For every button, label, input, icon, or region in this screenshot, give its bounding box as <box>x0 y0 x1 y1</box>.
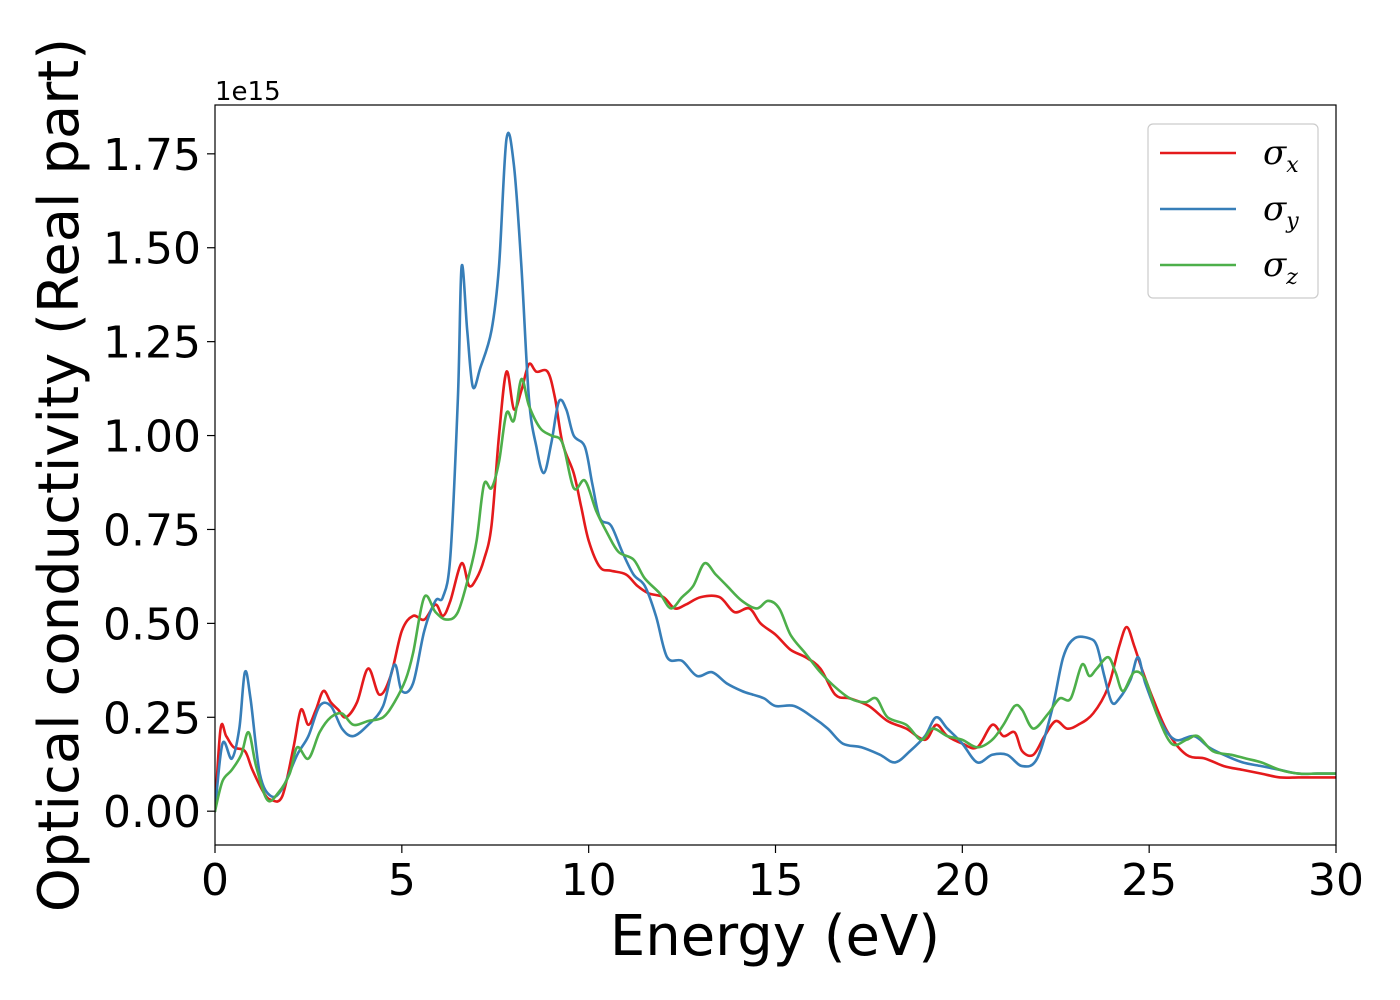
y-tick-label: 1.75 <box>103 130 201 181</box>
x-tick-label: 10 <box>561 855 617 906</box>
x-tick-label: 25 <box>1121 855 1177 906</box>
y-tick-label: 1.50 <box>103 224 201 275</box>
series-line-z <box>215 377 1336 813</box>
y-tick-label: 1.00 <box>103 412 201 463</box>
x-tick-label: 5 <box>388 855 416 906</box>
x-axis-label: Energy (eV) <box>610 904 940 969</box>
x-tick-label: 0 <box>201 855 229 906</box>
legend: σx σy σz <box>1147 123 1319 299</box>
legend-box <box>1147 123 1319 299</box>
x-tick-label: 30 <box>1308 855 1364 906</box>
y-tick-label: 0.75 <box>103 505 201 556</box>
x-tick-label: 20 <box>934 855 990 906</box>
x-tick-label: 15 <box>748 855 804 906</box>
legend-label-y: σy <box>1263 189 1299 234</box>
legend-label-z: σz <box>1263 245 1298 290</box>
series-layer <box>215 131 1336 813</box>
y-offset-label: 1e15 <box>215 77 281 107</box>
y-tick-label: 0.50 <box>103 599 201 650</box>
x-axis: 0 5 10 15 20 25 30 <box>201 845 1364 906</box>
y-axis-label: Optical conductivity (Real part) <box>27 38 92 912</box>
y-tick-label: 0.25 <box>103 693 201 744</box>
y-tick-label: 1.25 <box>103 318 201 369</box>
series-line-x <box>215 362 1336 813</box>
legend-label-x: σx <box>1263 133 1299 178</box>
y-axis: 0.00 0.25 0.50 0.75 1.00 1.25 1.50 1.75 <box>103 130 215 838</box>
y-tick-label: 0.00 <box>103 787 201 838</box>
